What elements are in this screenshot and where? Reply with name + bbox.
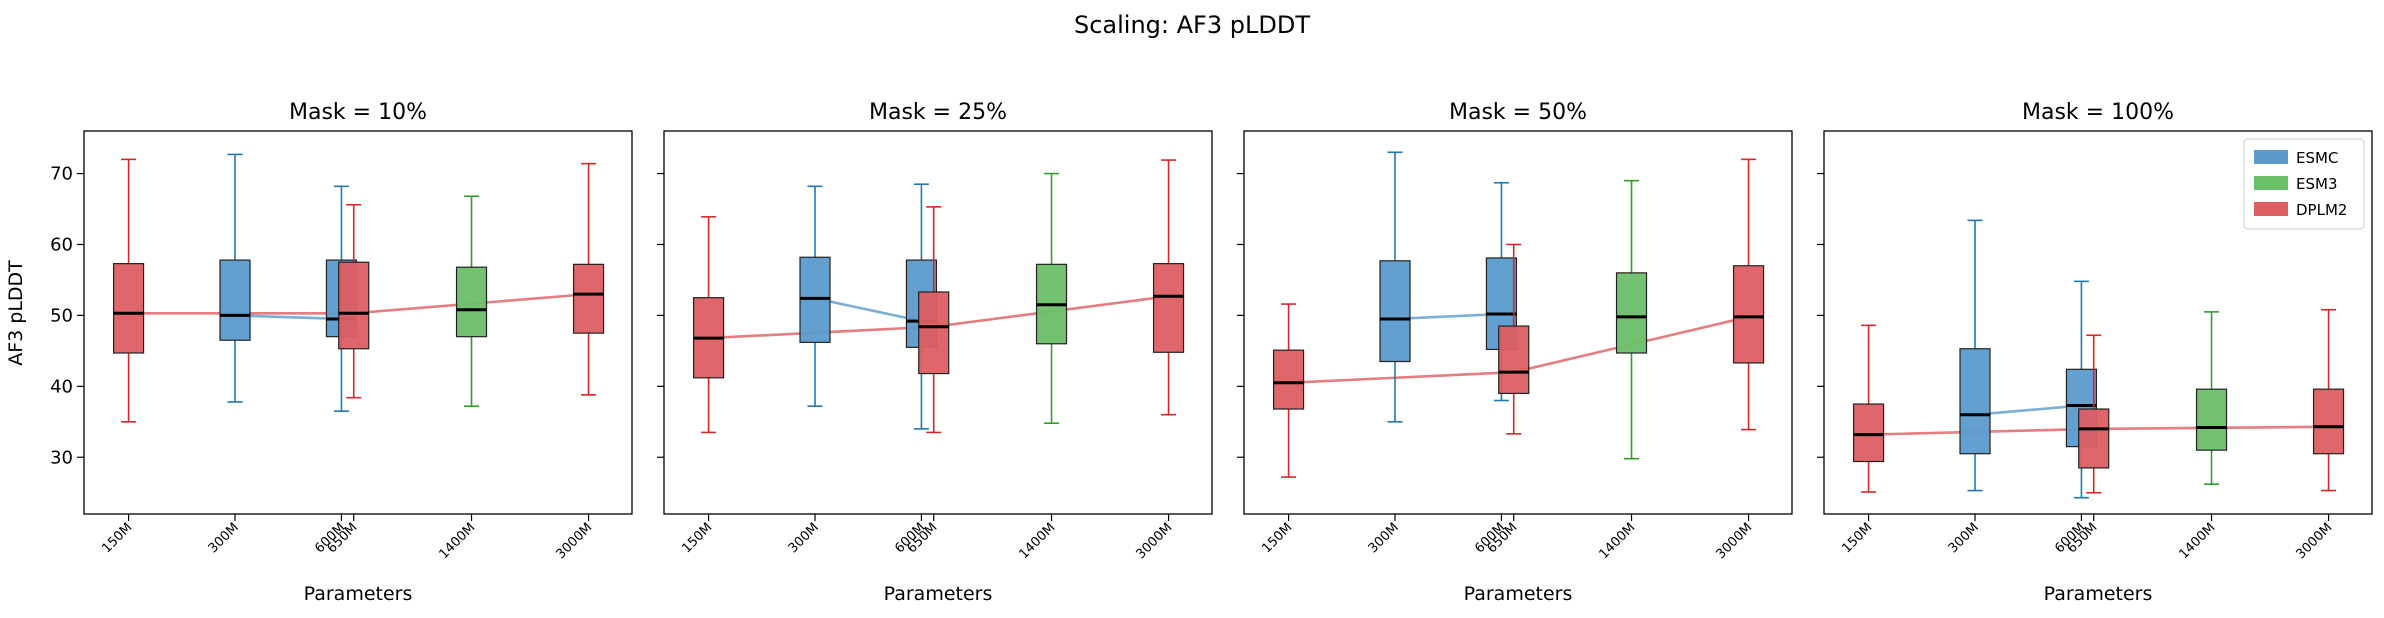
axes-frame — [83, 130, 633, 515]
box-dplm2-650 — [2078, 334, 2110, 494]
box-body — [1272, 349, 1305, 410]
box-esm3-1400 — [2195, 311, 2228, 486]
x-tick-label: 3000M — [2293, 520, 2335, 562]
box-body — [1959, 348, 1991, 455]
box-esm3-1400 — [1615, 179, 1648, 460]
box-body — [455, 266, 488, 338]
x-tick-label: 1400M — [2176, 520, 2218, 562]
x-axis-label: Parameters — [2044, 583, 2153, 605]
box-body — [1615, 272, 1648, 354]
box-esm3-1400 — [455, 195, 488, 407]
y-tick-label: 60 — [50, 234, 73, 255]
box-esmc-300 — [799, 185, 831, 407]
box-body — [1379, 260, 1411, 363]
axes-frame — [663, 130, 1213, 515]
y-tick-label: 70 — [50, 164, 73, 185]
panel-title: Mask = 25% — [869, 100, 1007, 125]
panel-title: Mask = 100% — [2022, 100, 2174, 125]
box-body — [1152, 263, 1185, 353]
x-tick-label: 3000M — [1713, 520, 1755, 562]
x-tick-label: 3000M — [553, 520, 595, 562]
x-axis-label: Parameters — [1464, 583, 1573, 605]
axes-frame — [1823, 130, 2373, 515]
panel-title: Mask = 10% — [289, 100, 427, 125]
box-dplm2-150 — [1272, 303, 1305, 478]
y-tick-label: 30 — [50, 447, 73, 468]
x-tick-label: 3000M — [1133, 520, 1175, 562]
median-trend-line-esmc — [1974, 404, 2082, 416]
box-esmc-300 — [1959, 219, 1991, 492]
median-trend-line-esmc — [1394, 312, 1502, 321]
figure-title: Scaling: AF3 pLDDT — [1074, 11, 1310, 39]
panel-title: Mask = 50% — [1449, 100, 1587, 125]
x-tick-label: 150M — [679, 520, 715, 556]
box-dplm2-3000 — [1732, 158, 1765, 431]
box-body — [219, 259, 251, 341]
x-tick-label: 300M — [206, 520, 242, 556]
box-body — [1852, 403, 1885, 463]
box-body — [2195, 388, 2228, 451]
x-axis-label: Parameters — [304, 583, 413, 605]
median-trend-line-esmc — [234, 314, 342, 321]
box-dplm2-150 — [112, 158, 145, 423]
legend-swatch-esmc — [2254, 150, 2288, 164]
axes-frame — [1243, 130, 1793, 515]
box-body — [572, 263, 605, 334]
x-tick-label: 300M — [786, 520, 822, 556]
box-body — [112, 263, 145, 354]
box-dplm2-150 — [692, 216, 725, 434]
box-esm3-1400 — [1035, 172, 1068, 425]
box-dplm2-650 — [1498, 243, 1530, 435]
box-dplm2-650 — [918, 206, 950, 434]
y-axis-label: AF3 pLDDT — [5, 260, 27, 366]
y-tick-label: 50 — [50, 305, 73, 326]
legend-swatch-dplm2 — [2254, 202, 2288, 216]
x-tick-label: 150M — [99, 520, 135, 556]
box-body — [1732, 265, 1765, 364]
box-body — [918, 291, 950, 375]
legend-label-esm3: ESM3 — [2296, 175, 2337, 193]
box-dplm2-150 — [1852, 324, 1885, 493]
x-axis-label: Parameters — [884, 583, 993, 605]
legend-swatch-esm3 — [2254, 176, 2288, 190]
y-tick-label: 40 — [50, 376, 73, 397]
legend: ESMC ESM3 DPLM2 — [2243, 138, 2365, 230]
x-tick-label: 150M — [1839, 520, 1875, 556]
box-body — [1498, 325, 1530, 395]
box-dplm2-3000 — [2312, 308, 2345, 492]
legend-label-esmc: ESMC — [2296, 149, 2338, 167]
x-tick-label: 150M — [1259, 520, 1295, 556]
box-body — [2312, 388, 2345, 455]
box-esmc-300 — [219, 153, 251, 403]
box-body — [338, 261, 370, 350]
box-body — [2078, 408, 2110, 469]
x-tick-label: 1400M — [1596, 520, 1638, 562]
box-dplm2-3000 — [572, 162, 605, 396]
x-tick-label: 300M — [1366, 520, 1402, 556]
median-trend-line-esmc — [814, 297, 922, 323]
box-esmc-300 — [1379, 151, 1411, 423]
x-tick-label: 1400M — [1016, 520, 1058, 562]
box-dplm2-650 — [338, 203, 370, 399]
box-dplm2-3000 — [1152, 159, 1185, 416]
x-tick-label: 300M — [1946, 520, 1982, 556]
x-tick-label: 1400M — [436, 520, 478, 562]
legend-label-dplm2: DPLM2 — [2296, 201, 2347, 219]
